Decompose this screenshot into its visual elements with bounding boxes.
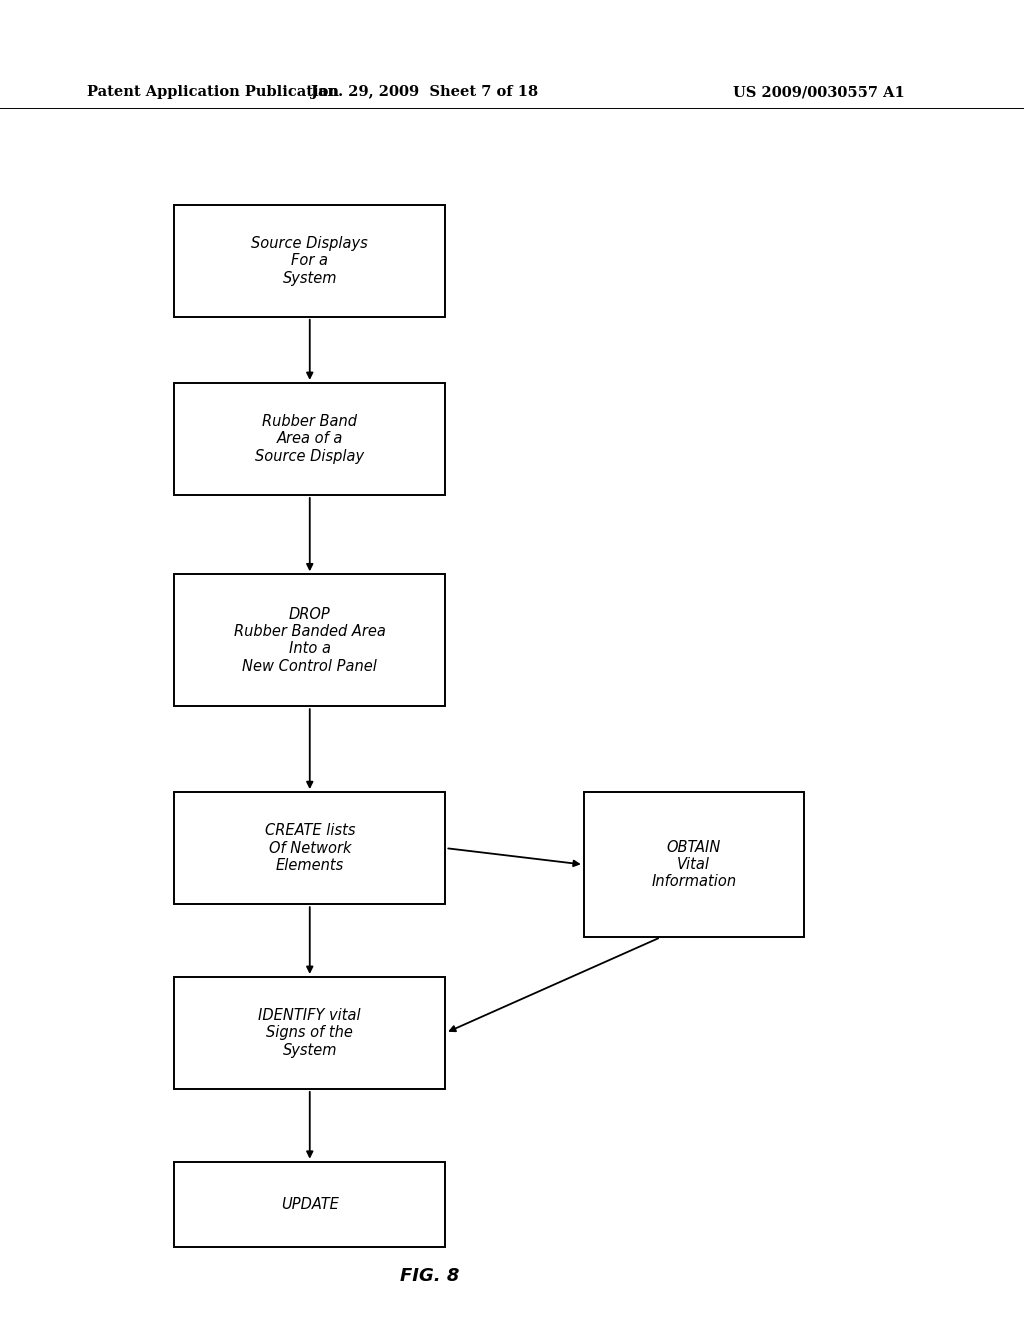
- Text: Jan. 29, 2009  Sheet 7 of 18: Jan. 29, 2009 Sheet 7 of 18: [311, 86, 539, 99]
- Text: FIG. 8: FIG. 8: [400, 1267, 460, 1286]
- Text: DROP
Rubber Banded Area
Into a
New Control Panel: DROP Rubber Banded Area Into a New Contr…: [233, 607, 386, 673]
- Text: OBTAIN
Vital
Information: OBTAIN Vital Information: [651, 840, 736, 890]
- FancyBboxPatch shape: [174, 205, 445, 317]
- FancyBboxPatch shape: [174, 792, 445, 904]
- FancyBboxPatch shape: [174, 383, 445, 495]
- FancyBboxPatch shape: [174, 977, 445, 1089]
- Text: CREATE lists
Of Network
Elements: CREATE lists Of Network Elements: [264, 824, 355, 873]
- Text: Source Displays
For a
System: Source Displays For a System: [251, 236, 369, 285]
- FancyBboxPatch shape: [584, 792, 804, 937]
- Text: UPDATE: UPDATE: [281, 1197, 339, 1212]
- Text: Patent Application Publication: Patent Application Publication: [87, 86, 339, 99]
- FancyBboxPatch shape: [174, 574, 445, 706]
- Text: IDENTIFY vital
Signs of the
System: IDENTIFY vital Signs of the System: [258, 1008, 361, 1057]
- Text: Rubber Band
Area of a
Source Display: Rubber Band Area of a Source Display: [255, 414, 365, 463]
- FancyBboxPatch shape: [174, 1162, 445, 1247]
- Text: US 2009/0030557 A1: US 2009/0030557 A1: [733, 86, 905, 99]
